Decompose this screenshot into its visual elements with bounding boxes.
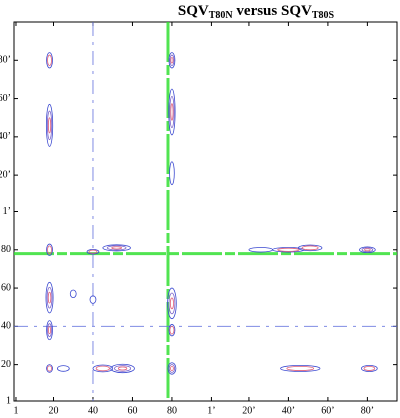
contour-peak: [359, 246, 376, 254]
contour-peak: [168, 292, 176, 315]
y-tick-label: 1’: [3, 206, 11, 217]
contour-peak: [111, 246, 123, 250]
x-tick-label: 60: [127, 405, 137, 416]
x-tick-label: 80’: [361, 405, 374, 416]
contour-peak: [89, 295, 97, 304]
contour-peak: [46, 364, 53, 373]
x-tick-label: 60’: [321, 405, 334, 416]
contour-peak: [272, 247, 305, 253]
y-tick-label: 40: [1, 321, 11, 332]
y-tick-label: 80’: [0, 55, 11, 66]
contour-peak: [46, 320, 53, 341]
y-tick-label: 60’: [0, 93, 11, 104]
contour-peak: [168, 52, 176, 69]
contour-peak: [46, 243, 53, 256]
contour-peak: [92, 364, 114, 373]
x-tick-label: 80: [167, 405, 177, 416]
contour-peak: [117, 366, 128, 371]
contour-peak: [167, 362, 177, 375]
contour-peak: [297, 244, 323, 252]
contour-peak: [88, 249, 98, 254]
contour-peak: [168, 364, 176, 373]
y-tick-label: 1: [6, 395, 11, 406]
contour-peak: [169, 161, 175, 186]
x-tick-label: 20: [48, 405, 58, 416]
contour-peak: [47, 323, 52, 338]
contour-peak: [169, 95, 175, 128]
contour-peak: [106, 245, 127, 251]
contour-peak: [47, 54, 52, 66]
contour-peak: [169, 325, 175, 335]
contour-peak: [45, 281, 54, 314]
x-tick-label: 20’: [242, 405, 255, 416]
x-tick-label: 1: [13, 405, 18, 416]
contour-peak: [46, 110, 53, 141]
contour-peak: [169, 297, 174, 310]
y-tick-label: 40’: [0, 131, 11, 142]
contour-peak: [280, 364, 321, 372]
contour-peak: [364, 248, 371, 252]
contour-peak: [277, 247, 300, 252]
contour-peak: [95, 365, 110, 372]
contour-peak: [86, 249, 100, 255]
contour-peak: [47, 291, 52, 304]
contour-peak: [168, 88, 176, 136]
y-tick-label: 20: [1, 359, 11, 370]
contour-peak: [248, 247, 274, 253]
contour-peak: [170, 103, 174, 121]
contour-peak: [48, 326, 52, 335]
contour-peak: [361, 364, 378, 372]
plot-frame: [13, 21, 398, 402]
contour-peak: [301, 245, 319, 251]
y-tick-label: 20’: [0, 169, 11, 180]
contour-peak: [69, 289, 77, 299]
x-tick-label: 1’: [207, 405, 215, 416]
contour-peak: [167, 287, 177, 320]
contour-peak: [47, 117, 52, 134]
contour-peak: [47, 365, 52, 372]
x-tick-label: 40’: [282, 405, 295, 416]
contour-peak: [169, 54, 175, 66]
contour-peak: [114, 365, 132, 372]
contour-peak: [168, 324, 176, 337]
x-tick-label: 40: [88, 405, 98, 416]
contour-peak: [170, 57, 174, 64]
contour-peak: [363, 365, 376, 371]
contour-peak: [170, 365, 174, 371]
contour-peak: [47, 245, 52, 255]
contour-peak: [57, 365, 70, 372]
contour-peak: [45, 103, 54, 147]
contour-peak: [286, 365, 315, 371]
y-tick-label: 80: [1, 244, 11, 255]
contour-peak: [46, 286, 53, 309]
contour-peak: [46, 52, 53, 69]
y-tick-label: 60: [1, 282, 11, 293]
contour-peak: [110, 363, 135, 374]
contour-peak: [102, 244, 131, 252]
contour-peak: [361, 247, 374, 253]
chart-title: SQVT80N versus SQVT80S: [178, 3, 335, 21]
